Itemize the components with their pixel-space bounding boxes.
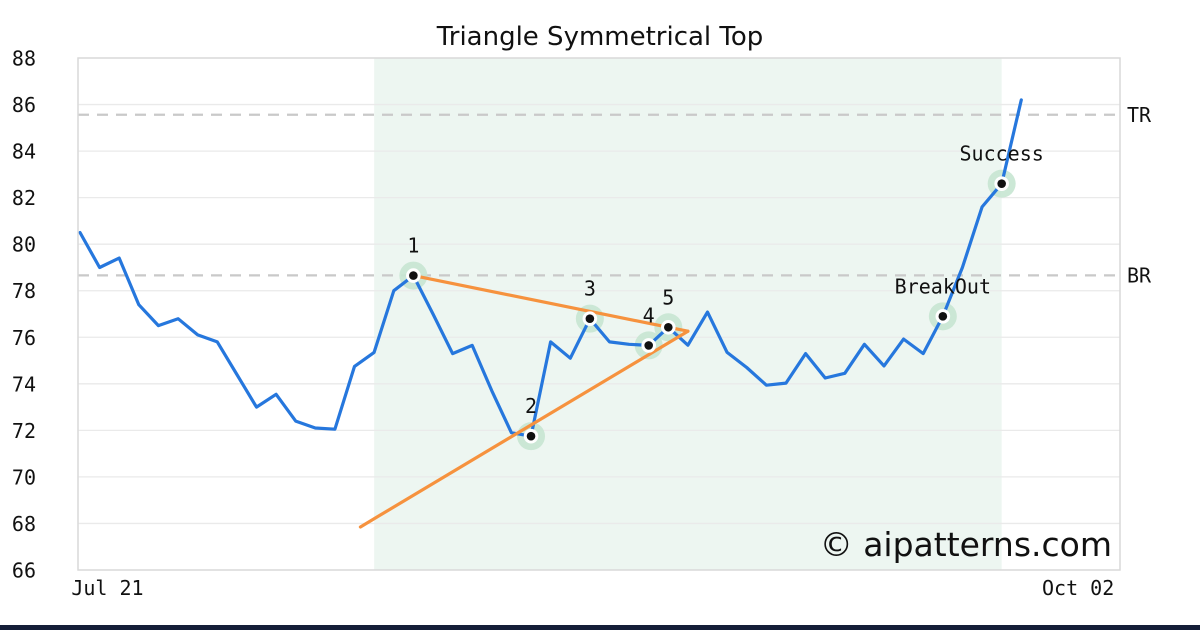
marker-dot-1	[409, 271, 418, 280]
marker-label-3: 3	[584, 277, 596, 301]
marker-dot-2	[526, 431, 536, 441]
marker-dot-3	[585, 314, 595, 323]
y-tick-label: 74	[12, 372, 36, 396]
marker-dot-4	[644, 341, 653, 350]
x-tick-label: Jul 21	[71, 576, 143, 600]
price-line	[78, 98, 1023, 438]
grid-layer	[78, 103, 1120, 525]
y-tick-label: 82	[12, 186, 36, 210]
y-tick-label: 88	[12, 47, 36, 71]
chart-title: Triangle Symmetrical Top	[436, 22, 764, 52]
y-tick-label: 68	[12, 512, 36, 536]
axis-layer: 66 68 70 72 74 76 78 80 82 84 86 88 TR BR Jul 21 Oct 02	[12, 47, 1152, 601]
y-tick-label: 78	[12, 279, 36, 303]
y-tick-label: 80	[12, 233, 36, 257]
plot-border	[77, 57, 1121, 571]
pattern-region-shade	[374, 58, 1002, 570]
y-tick-label: 70	[12, 465, 36, 489]
x-tick-label: Oct 02	[1042, 576, 1114, 600]
level-label-tr: TR	[1127, 103, 1152, 127]
marker-label-2: 2	[525, 394, 537, 418]
price-series-layer	[78, 98, 1023, 438]
y-tick-label: 76	[12, 326, 36, 350]
trendline-layer	[358, 274, 690, 529]
y-tick-label: 84	[12, 140, 36, 164]
y-tick-label: 86	[12, 93, 36, 117]
marker-dot-breakout	[938, 312, 948, 321]
shade-layer	[374, 58, 1002, 570]
y-tick-label: 72	[12, 419, 36, 443]
annotation-layer: 1 2 3 45 BreakOut Success	[407, 142, 1043, 419]
marker-dot-layer	[406, 176, 1009, 444]
level-lines-layer	[78, 113, 1120, 277]
trendline-upper	[411, 274, 690, 333]
marker-dot-success	[997, 179, 1006, 188]
marker-label-breakout: BreakOut	[895, 274, 991, 298]
level-label-br: BR	[1127, 263, 1152, 287]
watermark: © aipatterns.com	[820, 525, 1112, 564]
marker-dot-5	[664, 322, 673, 332]
trendline-lower	[358, 329, 690, 529]
marker-label-4: 4	[643, 303, 655, 327]
marker-label-success: Success	[960, 142, 1044, 166]
bottom-accent-bar	[0, 625, 1200, 630]
y-tick-label: 66	[12, 559, 36, 583]
marker-label-5: 5	[662, 285, 674, 309]
marker-label-1: 1	[407, 234, 419, 258]
